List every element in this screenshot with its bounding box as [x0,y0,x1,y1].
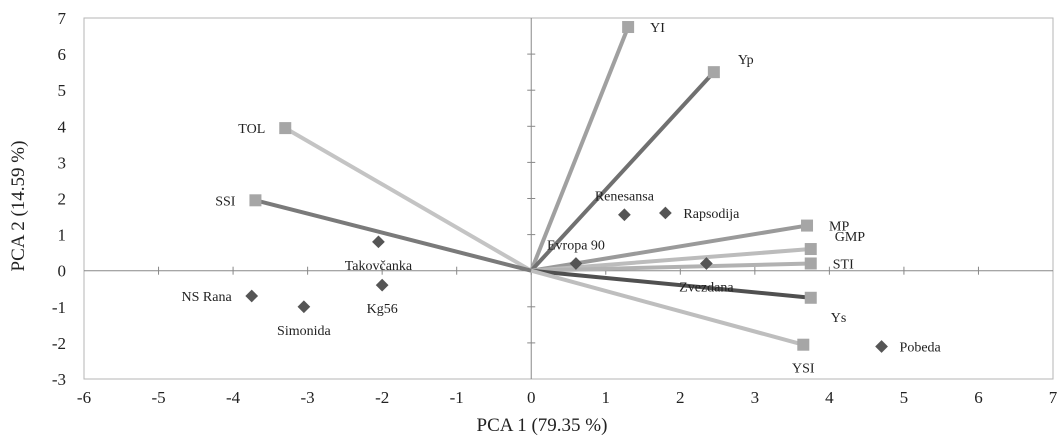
vector-label-sti: STI [833,257,854,272]
vector-marker-tol [279,122,292,135]
x-tick-label: -2 [375,388,389,407]
y-tick-label: 5 [58,81,67,100]
x-axis-title: PCA 1 (79.35 %) [477,415,608,436]
y-axis-title: PCA 2 (14.59 %) [8,141,29,272]
vector-line-ysi [530,268,804,347]
vector-marker-yi [622,21,635,34]
vector-label-ys: Ys [831,311,847,326]
genotype-label-evropa-90: Evropa 90 [547,238,605,253]
vector-label-gmp: GMP [835,230,866,245]
vector-line-ys [531,268,811,300]
x-tick-label: 7 [1049,388,1057,407]
x-tick-label: 6 [974,388,983,407]
genotype-label-renesansa: Renesansa [595,190,655,205]
genotype-point-ns-rana [245,289,259,303]
vector-label-mp: MP [829,220,849,235]
y-tick-label: -1 [52,298,66,317]
vector-line-yp [529,70,716,273]
genotype-label-pobeda: Pobeda [900,341,942,356]
genotype-label-ns-rana: NS Rana [182,290,233,305]
x-tick-label: 4 [825,388,834,407]
genotype-label-zvezdana: Zvezdana [679,280,734,295]
x-tick-label: -6 [77,388,91,407]
tick-layer: -6 -5 -4 -3 -2 -1 0 1 2 3 4 5 6 7 -3 -2 -1 0 1 2 3 4 5 6 7 [52,9,1057,407]
genotype-point-rapsodija [659,206,672,220]
y-tick-label: 3 [58,153,67,172]
vector-marker-gmp [804,243,817,256]
genotype-point-simonida [297,300,311,314]
y-tick-label: -2 [52,334,66,353]
x-tick-label: -5 [151,388,165,407]
vector-marker-sti [804,257,817,270]
x-tick-label: 0 [527,388,536,407]
x-tick-label: 5 [900,388,909,407]
vector-label-yp: Yp [738,53,754,68]
x-tick-label: 1 [602,388,611,407]
y-tick-label: 1 [58,226,67,245]
plot-frame [83,17,1054,380]
vector-marker-yp [707,66,720,79]
vector-label-ssi: SSI [215,194,236,209]
vector-line-yi [529,26,630,272]
genotype-point-kg56 [375,278,389,292]
x-tick-label: -4 [226,388,241,407]
x-tick-label: -3 [301,388,315,407]
vector-marker-ysi [797,338,810,351]
genotype-label-takov-anka: Takovčanka [345,259,413,274]
vector-label-yi: YI [650,21,665,36]
y-tick-label: -3 [52,370,66,389]
genotype-label-kg56: Kg56 [367,302,398,317]
vector-line-ssi [254,198,532,273]
vector-marker-ys [804,291,817,304]
x-tick-label: -1 [450,388,464,407]
vector-line-sti [531,261,811,273]
vector-label-tol: TOL [238,122,265,137]
genotype-point-renesansa [618,208,631,222]
vector-label-ysi: YSI [792,362,815,377]
y-tick-label: 6 [58,45,67,64]
genotype-label-rapsodija: Rapsodija [683,207,740,222]
y-tick-label: 7 [58,9,67,28]
x-tick-label: 2 [676,388,685,407]
genotype-label-simonida: Simonida [277,324,331,339]
vector-marker-ssi [249,194,262,207]
genotype-point-takov-anka [372,235,385,249]
y-tick-label: 0 [58,262,67,281]
x-tick-label: 3 [751,388,760,407]
vector-line-tol [284,126,533,273]
y-tick-label: 2 [58,190,67,209]
vector-marker-mp [801,219,814,232]
y-tick-label: 4 [58,117,67,136]
genotype-point-pobeda [875,340,888,353]
